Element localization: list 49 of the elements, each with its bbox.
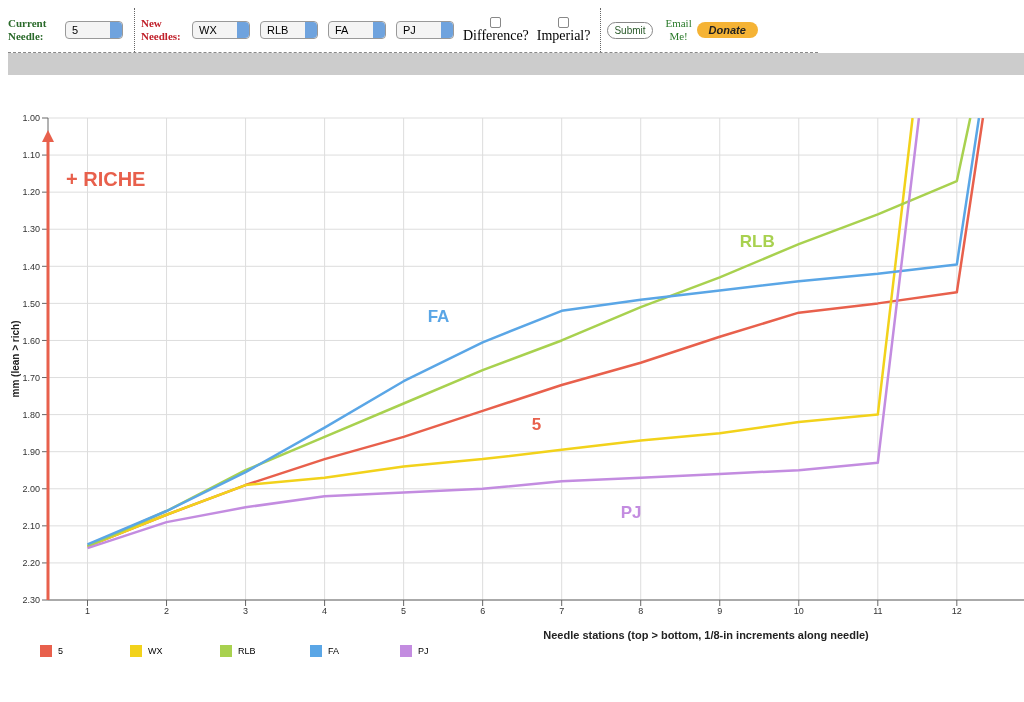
x-tick-label: 2: [164, 606, 170, 617]
x-tick-label: 9: [717, 606, 723, 617]
y-tick-label: 2.30: [22, 595, 40, 606]
x-tick-label: 3: [243, 606, 249, 617]
text: Email Me!: [664, 17, 693, 43]
dropdown-field: WX: [192, 21, 250, 39]
dropdown-field: FA: [328, 21, 386, 39]
y-tick-label: 1.40: [22, 261, 40, 272]
legend-label: PJ: [417, 645, 430, 657]
text: Difference?: [463, 27, 529, 44]
y-tick-label: 1.30: [22, 224, 40, 235]
dropdown-field: 5: [65, 21, 123, 39]
y-tick-label: 1.10: [22, 150, 40, 161]
y-tick-label: 1.00: [22, 113, 40, 124]
dropdown-field: PJ: [396, 21, 454, 39]
legend-label: WX: [147, 645, 164, 657]
text: New Needles:: [141, 17, 182, 43]
x-tick-label: 5: [401, 606, 407, 617]
x-tick-label: 11: [873, 606, 883, 617]
text: RLB: [739, 232, 775, 252]
x-tick-label: 12: [951, 606, 962, 617]
y-tick-label: 1.80: [22, 409, 40, 420]
y-tick-label: 1.70: [22, 372, 40, 383]
legend-label: RLB: [237, 645, 257, 657]
y-tick-label: 2.00: [22, 483, 40, 494]
y-tick-label: 2.10: [22, 521, 40, 532]
x-tick-label: 10: [793, 606, 804, 617]
x-axis-title: Needle stations (top > bottom, 1/8-in increments along needle): [543, 629, 870, 641]
legend-label: FA: [327, 645, 340, 657]
text: FA: [427, 307, 450, 327]
annotation: + RICHE: [66, 168, 146, 191]
text: Current Needle:: [8, 17, 48, 43]
y-tick-label: 1.20: [22, 187, 40, 198]
x-tick-label: 4: [322, 606, 328, 617]
y-axis-title: mm (lean > rich): [9, 320, 21, 398]
x-tick-label: 7: [559, 606, 565, 617]
y-tick-label: 1.90: [22, 446, 40, 457]
y-tick-label: 1.50: [22, 298, 40, 309]
annotation: 5: [531, 414, 542, 435]
dropdown-field: RLB: [260, 21, 318, 39]
text: Imperial?: [536, 27, 591, 44]
x-tick-label: 8: [638, 606, 644, 617]
y-tick-label: 2.20: [22, 558, 40, 569]
y-tick-label: 1.60: [22, 335, 40, 346]
x-tick-label: 6: [480, 606, 486, 617]
x-tick-label: 1: [85, 606, 91, 617]
text: PJ: [620, 502, 642, 522]
button: Donate: [696, 22, 758, 38]
legend-label: 5: [57, 645, 64, 657]
